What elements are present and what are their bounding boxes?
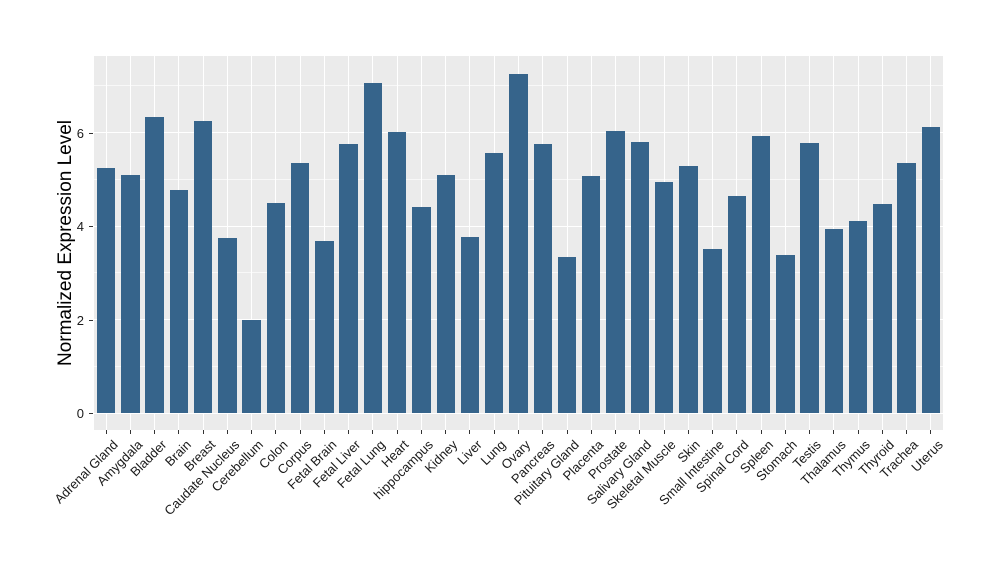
- bar-fetal-liver: [339, 143, 358, 414]
- bar-pituitary-gland: [557, 256, 577, 414]
- bar-uterus: [921, 126, 941, 414]
- x-tick-mark: [129, 430, 131, 434]
- x-tick-mark: [639, 430, 641, 434]
- x-tick-mark: [202, 430, 204, 434]
- y-tick-mark: [89, 413, 93, 415]
- bar-hippocampus: [412, 207, 431, 414]
- bar-liver: [460, 237, 480, 414]
- x-tick-mark: [518, 430, 519, 434]
- x-tick-mark: [760, 430, 762, 434]
- x-tick-mark: [105, 430, 107, 434]
- x-tick-mark: [178, 430, 180, 434]
- x-tick-mark: [275, 430, 277, 434]
- bar-thyroid: [873, 203, 892, 414]
- x-tick-mark: [687, 430, 689, 434]
- bar-cerebellum: [242, 319, 261, 414]
- bar-amygdala: [121, 174, 140, 414]
- x-tick-mark: [226, 430, 228, 434]
- x-tick-mark: [348, 430, 350, 434]
- x-tick-mark: [784, 430, 786, 434]
- x-tick-mark: [881, 430, 883, 434]
- bar-fetal-lung: [363, 83, 383, 414]
- bar-corpus: [290, 162, 310, 414]
- x-tick-mark: [493, 430, 495, 434]
- x-tick-mark: [154, 430, 156, 434]
- bar-testis: [800, 143, 819, 414]
- x-gridline: [712, 56, 714, 430]
- bar-pancreas: [533, 143, 552, 414]
- y-tick-label: 4: [76, 219, 84, 235]
- y-tick-label: 0: [76, 406, 84, 422]
- bar-colon: [266, 203, 286, 414]
- bar-stomach: [776, 254, 795, 414]
- bar-adrenal-gland: [96, 167, 116, 414]
- bar-small-intestine: [703, 249, 722, 414]
- bar-prostate: [606, 131, 625, 414]
- y-tick-mark: [89, 226, 93, 228]
- x-tick-mark: [857, 430, 859, 434]
- bar-spinal-cord: [727, 195, 747, 414]
- y-gridline-major: [94, 412, 943, 414]
- bar-ovary: [509, 73, 528, 414]
- x-tick-mark: [396, 430, 398, 434]
- x-tick-mark: [445, 430, 447, 434]
- x-tick-mark: [712, 430, 714, 434]
- bar-lung: [485, 152, 504, 414]
- x-gridline: [784, 56, 786, 430]
- x-gridline: [251, 56, 253, 430]
- bar-placenta: [582, 175, 601, 414]
- x-tick-mark: [833, 430, 835, 434]
- x-tick-mark: [372, 430, 374, 434]
- bar-heart: [387, 132, 407, 414]
- x-tick-mark: [615, 430, 617, 434]
- bar-caudate-nucleus: [218, 237, 237, 414]
- bar-thymus: [848, 220, 868, 414]
- bar-trachea: [897, 162, 916, 414]
- x-tick-label-liver: Liver: [454, 437, 485, 468]
- x-tick-mark: [809, 430, 811, 434]
- bar-kidney: [436, 174, 455, 414]
- bar-spleen: [751, 135, 771, 414]
- y-tick-label: 2: [76, 312, 84, 328]
- y-tick-mark: [89, 319, 93, 321]
- bar-fetal-brain: [315, 240, 334, 414]
- x-tick-mark: [736, 430, 738, 434]
- x-tick-mark: [663, 430, 665, 434]
- x-tick-mark: [930, 430, 932, 434]
- x-tick-mark: [590, 430, 592, 434]
- x-tick-mark: [469, 430, 471, 434]
- y-tick-mark: [89, 132, 93, 134]
- x-tick-mark: [299, 430, 301, 434]
- bar-breast: [193, 120, 213, 414]
- x-tick-mark: [323, 430, 325, 434]
- x-gridline: [566, 56, 568, 430]
- y-tick-label: 6: [76, 125, 84, 141]
- x-tick-mark: [566, 430, 568, 434]
- x-tick-mark: [906, 430, 908, 434]
- bar-skeletal-muscle: [654, 181, 674, 414]
- x-tick-mark: [420, 430, 422, 434]
- bar-thalamus: [824, 228, 844, 414]
- bar-skin: [679, 165, 698, 414]
- x-tick-mark: [542, 430, 544, 434]
- x-tick-mark: [251, 430, 253, 434]
- bar-salivary-gland: [630, 141, 649, 414]
- y-axis-title: Normalized Expression Level: [55, 119, 76, 367]
- bar-brain: [169, 190, 189, 414]
- bar-bladder: [145, 116, 164, 414]
- plot-panel: [94, 56, 943, 430]
